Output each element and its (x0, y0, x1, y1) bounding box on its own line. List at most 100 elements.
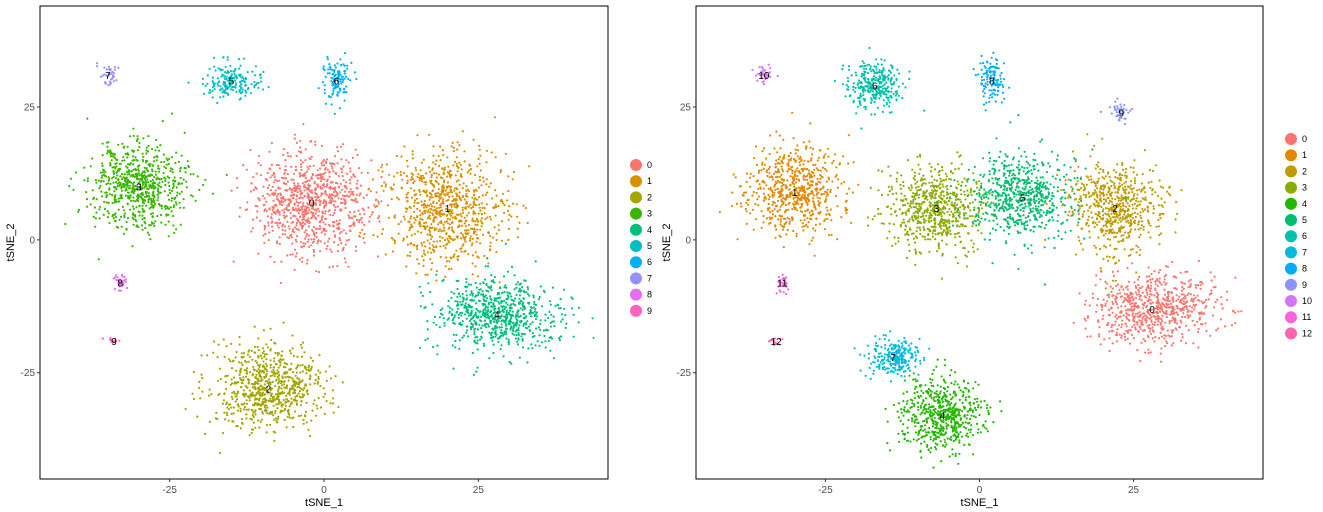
data-point (257, 161, 260, 165)
data-point (137, 172, 140, 175)
data-point (503, 286, 506, 289)
data-point (254, 413, 257, 416)
data-point (322, 395, 325, 398)
data-point (455, 180, 458, 183)
data-point (289, 155, 292, 158)
data-point (455, 156, 458, 159)
data-point (1216, 298, 1219, 301)
data-point (480, 212, 483, 215)
data-point (105, 194, 108, 197)
data-point (245, 399, 248, 402)
data-point (1195, 303, 1198, 306)
data-point (1165, 340, 1168, 343)
data-point (172, 185, 175, 188)
data-point (466, 171, 469, 174)
data-point (218, 367, 221, 370)
data-point (287, 408, 290, 411)
data-point (232, 406, 235, 409)
data-point (169, 169, 172, 173)
data-point (144, 161, 148, 164)
data-point (95, 211, 98, 214)
data-point (310, 365, 313, 369)
data-point (167, 220, 170, 223)
data-point (535, 327, 538, 330)
data-point (279, 281, 282, 285)
data-point (282, 148, 285, 151)
data-point (213, 340, 216, 343)
data-point (1172, 300, 1175, 303)
data-point (111, 193, 114, 197)
data-point (231, 397, 234, 401)
data-point (152, 197, 155, 201)
data-point (310, 176, 313, 179)
data-point (428, 217, 432, 220)
data-point (322, 183, 326, 186)
data-point (186, 160, 189, 163)
data-point (289, 194, 292, 197)
data-point (337, 197, 340, 200)
data-point (476, 309, 479, 312)
data-point (530, 306, 533, 310)
data-point (437, 192, 440, 195)
data-point (361, 207, 364, 210)
data-point (141, 160, 144, 163)
data-point (1184, 342, 1188, 345)
data-point (419, 169, 422, 172)
data-point (535, 311, 539, 314)
data-point (518, 287, 521, 290)
data-point (304, 172, 307, 175)
data-point (1204, 306, 1207, 309)
data-point (245, 413, 248, 416)
data-point (274, 178, 277, 181)
data-point (466, 297, 469, 300)
data-point (441, 236, 444, 239)
data-point (532, 306, 535, 309)
data-point (303, 215, 306, 218)
data-point (467, 190, 470, 193)
data-point (472, 203, 475, 206)
data-point (117, 143, 120, 146)
data-point (322, 221, 325, 224)
data-point (438, 235, 442, 238)
data-point (136, 135, 139, 138)
data-point (271, 174, 274, 177)
data-point (101, 171, 104, 174)
data-point (1193, 308, 1196, 311)
data-point (288, 393, 291, 396)
data-point (307, 428, 310, 431)
data-point (455, 187, 458, 190)
data-point (266, 381, 269, 385)
data-point (591, 317, 594, 320)
data-point (169, 206, 172, 209)
data-point (275, 419, 278, 423)
plot-panel (39, 5, 609, 480)
data-point (429, 181, 432, 185)
data-point (299, 163, 303, 166)
data-point (286, 220, 289, 223)
data-point (222, 338, 225, 341)
data-point (534, 318, 538, 321)
data-point (509, 321, 512, 324)
data-point (302, 174, 305, 178)
cluster-label-7: 7 (105, 71, 111, 82)
data-point (290, 221, 293, 224)
data-point (157, 164, 160, 167)
data-point (438, 326, 441, 329)
data-point (313, 399, 316, 402)
data-point (304, 176, 307, 180)
data-point (122, 183, 125, 187)
data-point (324, 212, 327, 215)
data-point (333, 195, 337, 198)
data-point (1096, 297, 1099, 301)
data-point (355, 186, 358, 189)
data-point (216, 417, 219, 421)
data-point (482, 311, 485, 314)
data-point (507, 343, 510, 346)
data-point (458, 183, 461, 186)
data-point (328, 224, 331, 227)
data-point (549, 336, 553, 339)
data-point (143, 166, 146, 169)
data-point (1125, 330, 1128, 333)
data-point (300, 165, 303, 168)
